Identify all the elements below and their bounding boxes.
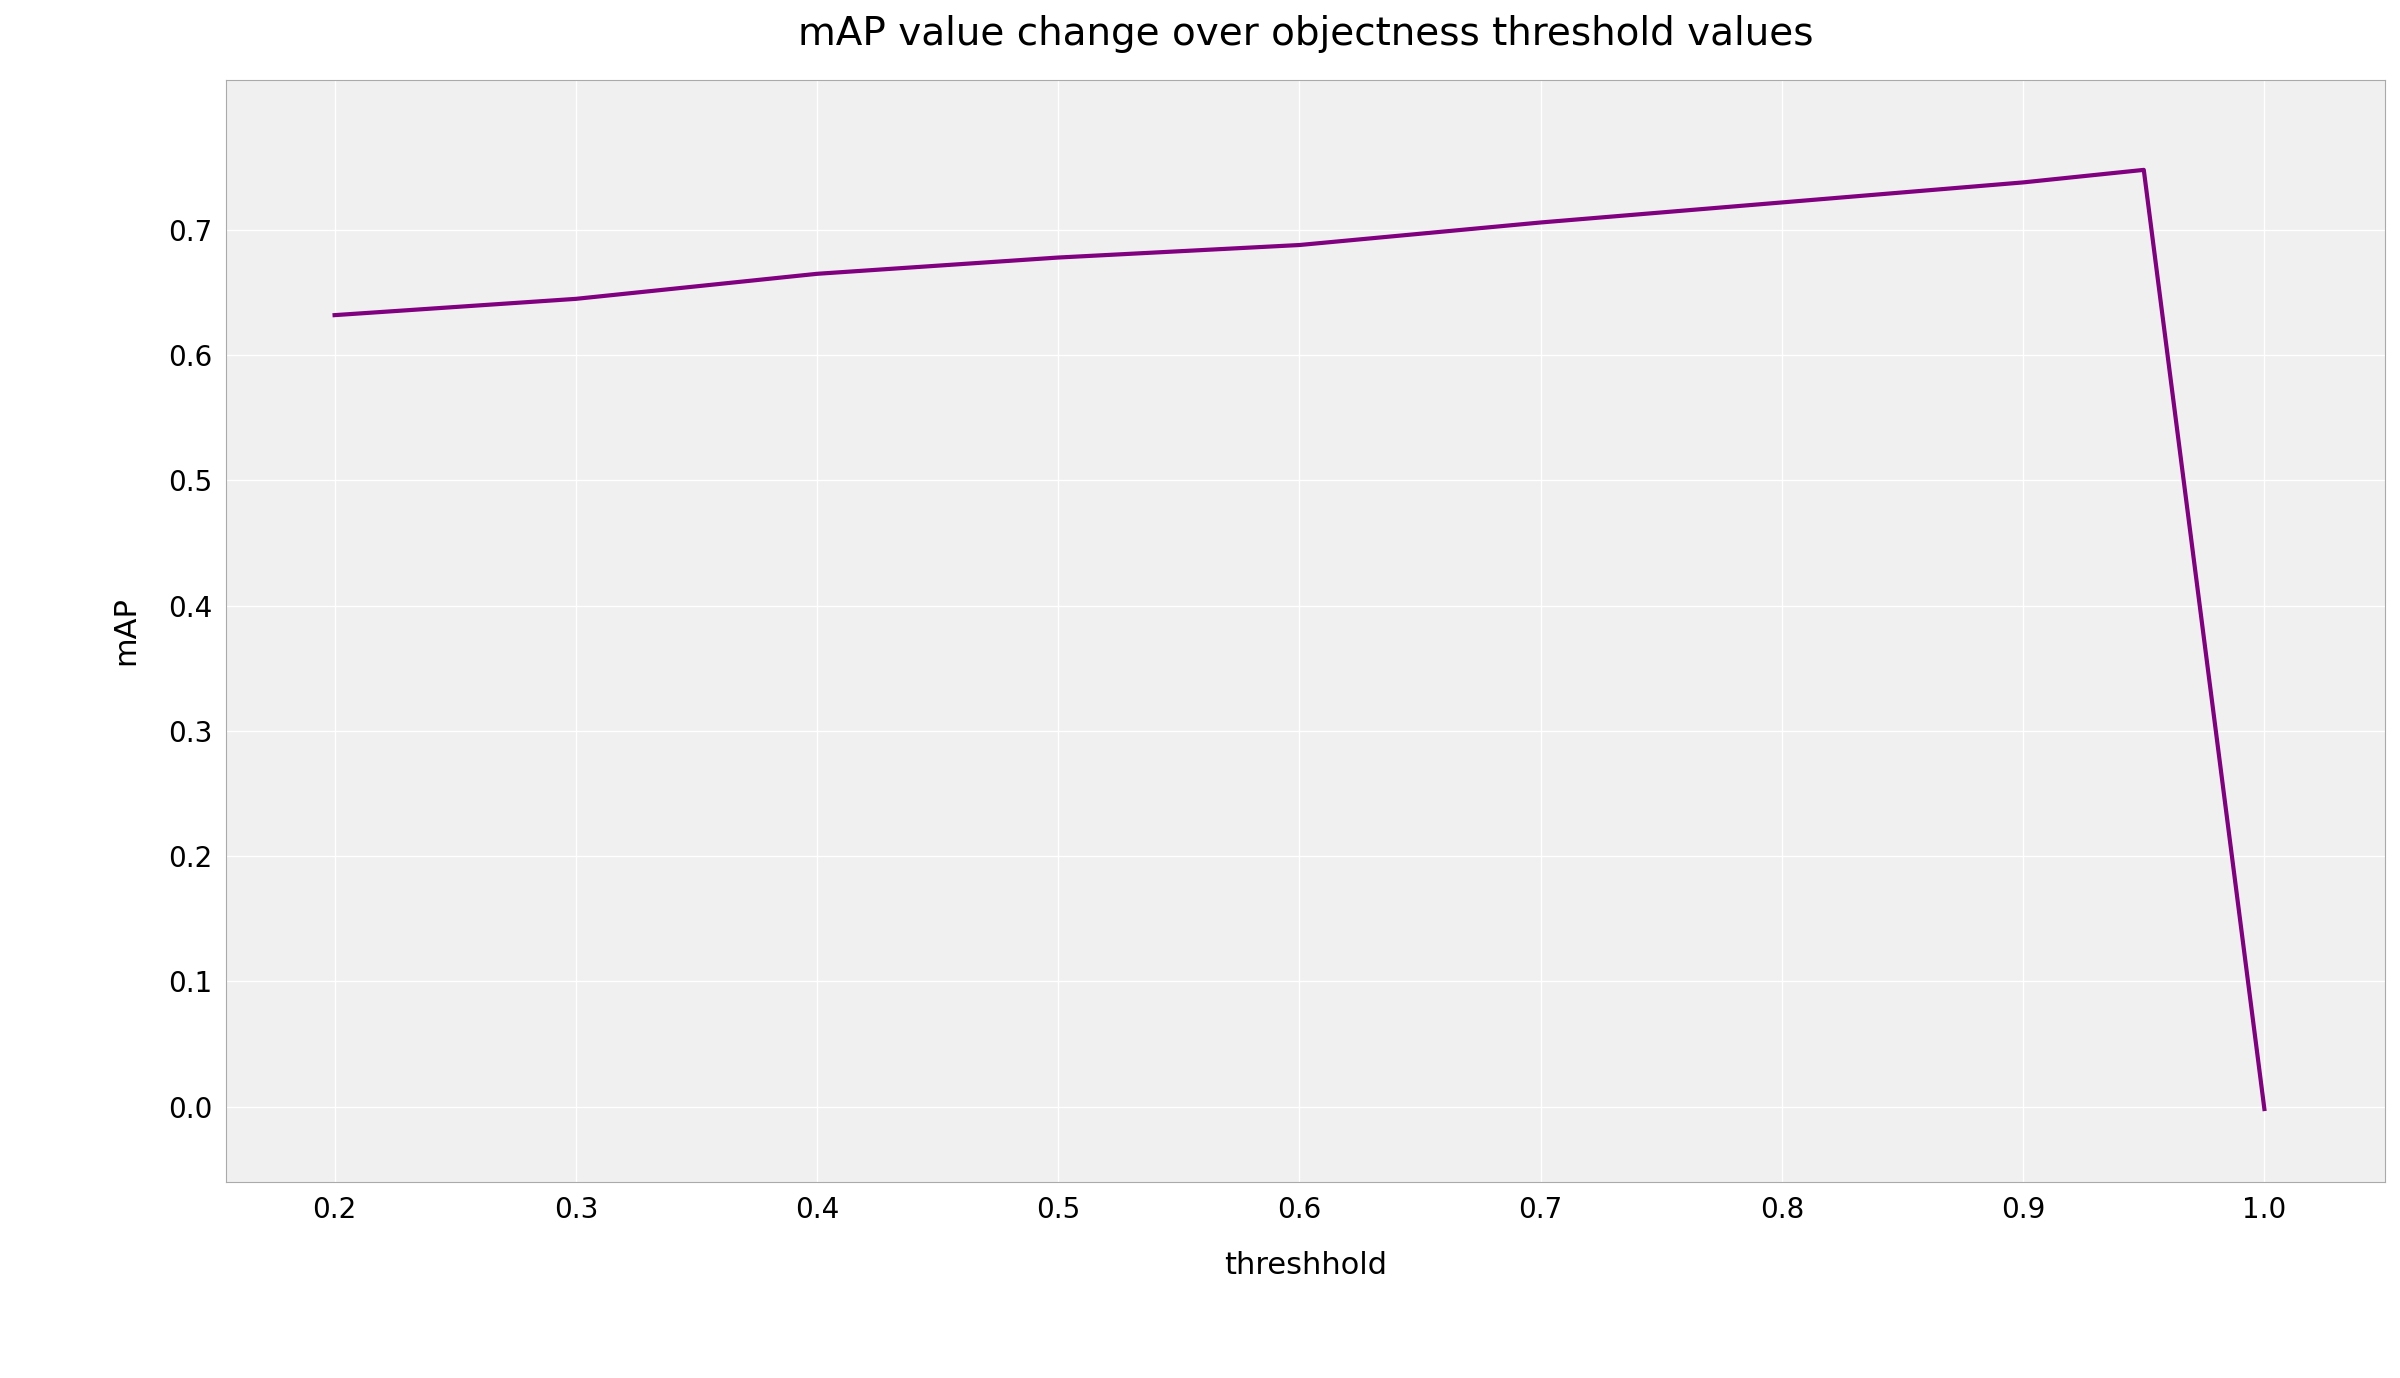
X-axis label: threshhold: threshhold: [1224, 1251, 1387, 1280]
Y-axis label: mAP: mAP: [110, 597, 139, 666]
Title: mAP value change over objectness threshold values: mAP value change over objectness thresho…: [797, 15, 1814, 52]
